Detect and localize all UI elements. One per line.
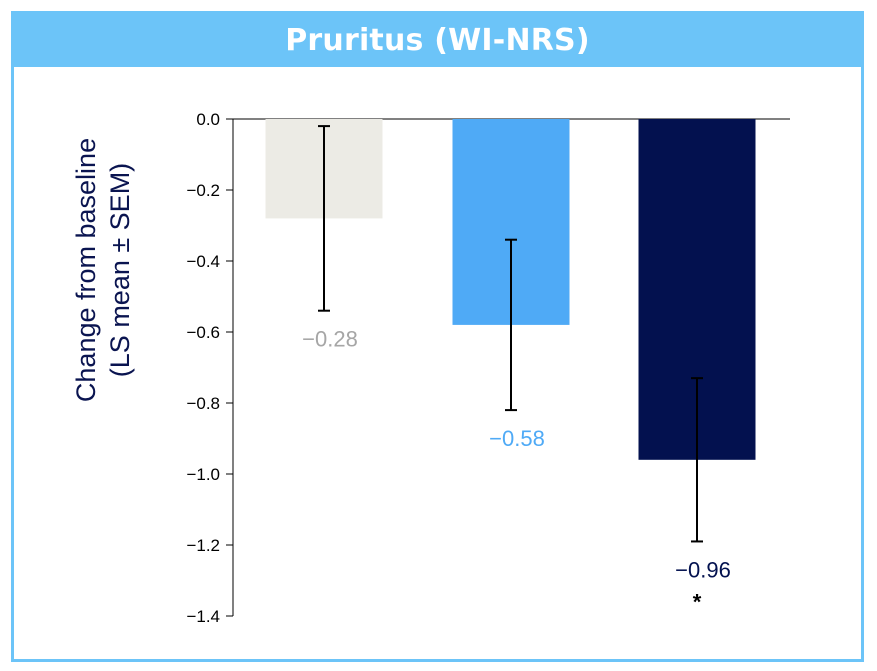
- y-tick-label: −0.8: [186, 394, 220, 413]
- chart-header: Pruritus (WI-NRS): [14, 14, 861, 67]
- y-tick-label: −0.2: [186, 181, 220, 200]
- y-tick-label: −0.4: [186, 252, 220, 271]
- significance-marker: *: [693, 589, 702, 614]
- y-axis-title-line: (LS mean ± SEM): [105, 163, 135, 377]
- y-tick-label: −1.4: [186, 607, 220, 626]
- chart-title: Pruritus (WI-NRS): [285, 23, 590, 58]
- data-label: −0.28: [302, 327, 358, 352]
- y-tick-label: −1.2: [186, 536, 220, 555]
- y-tick-label: 0.0: [196, 110, 220, 129]
- y-axis: 0.0 −0.2 −0.4 −0.6 −0.8 −1.0 −1.2 −1.4: [186, 110, 790, 626]
- y-axis-title-line: Change from baseline: [71, 138, 101, 402]
- bars: −0.28 −0.58 −0.96 *: [265, 119, 756, 614]
- y-axis-title: Change from baseline (LS mean ± SEM): [71, 138, 135, 402]
- y-tick-label: −1.0: [186, 465, 220, 484]
- data-label: −0.96: [675, 557, 731, 582]
- y-tick-label: −0.6: [186, 323, 220, 342]
- data-label: −0.58: [489, 426, 545, 451]
